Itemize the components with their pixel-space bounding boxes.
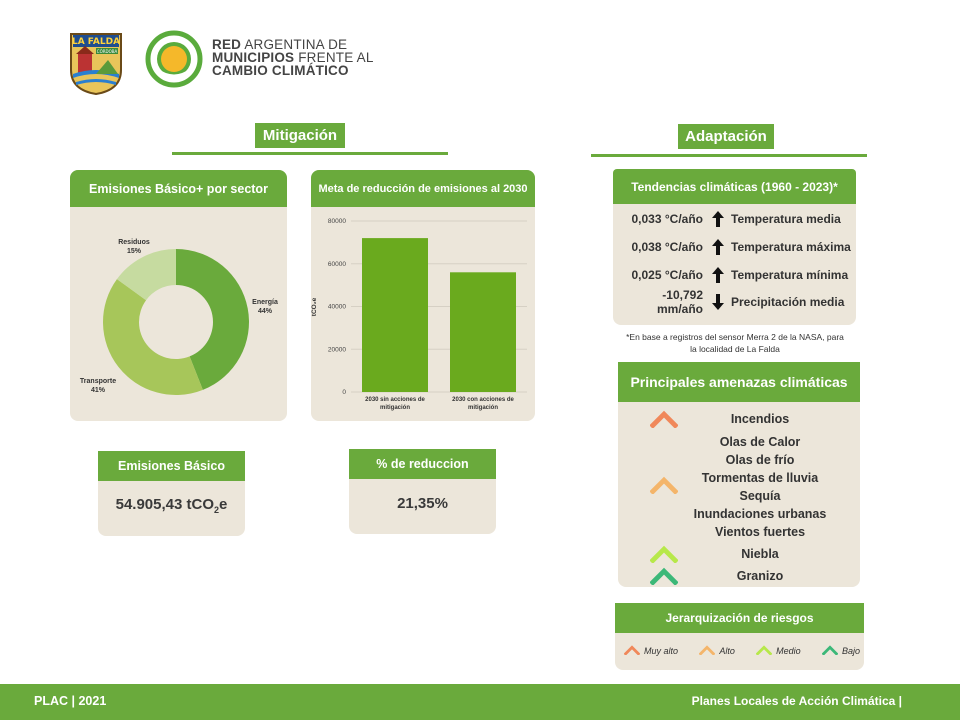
climate-threats-title: Principales amenazas climáticas [618,362,860,402]
risk-legend-item: Alto [698,645,735,657]
arrow-up-icon [709,267,727,283]
donut-slice-transporte [102,279,203,395]
risk-chevron-icon [649,476,679,499]
risk-chevron-icon [698,645,716,657]
trend-value: 0,038 °C/año [631,240,704,254]
donut-slice-residuos [116,249,176,301]
threat-item: Olas de Calor [719,435,801,449]
trend-row: 0,025 °C/año Temperatura mínima [613,265,856,285]
y-tick-label: 20000 [328,346,346,353]
donut-pct-residuos: 15% [127,248,142,255]
risk-chevron-icon [821,645,839,657]
risk-chevron-icon [755,645,773,657]
x-tick-label: 2030 sin acciones de [365,397,425,403]
threat-item: Inundaciones urbanas [693,507,827,521]
sector-emissions-title: Emisiones Básico+ por sector [70,170,287,207]
risk-chevron-icon [649,567,679,590]
risk-ranking-title: Jerarquización de riesgos [615,603,864,633]
trend-value: 0,033 °C/año [631,212,704,226]
donut-slice-energía [176,249,250,390]
footer-left-text: PLAC | 2021 [34,694,107,708]
threat-item: Incendios [730,412,790,426]
donut-pct-energía: 44% [258,308,273,315]
threat-item: Granizo [736,569,784,583]
x-tick-label: mitigación [468,405,498,411]
y-tick-label: 40000 [328,304,346,311]
donut-label-transporte: Transporte [80,378,116,385]
risk-legend-item: Muy alto [623,645,679,657]
trend-name: Temperatura media [731,212,841,226]
threat-item: Olas de frío [725,453,795,467]
risk-legend-label: Medio [776,646,801,657]
reduction-percent-value: 21,35% [397,495,448,512]
trend-row: 0,033 °C/año Temperatura media [613,209,856,229]
trend-row: -10,792 mm/año Precipitación media [613,288,856,316]
risk-chevron-icon [649,410,679,433]
trends-footnote: *En base a registros del sensor Merra 2 … [626,332,844,354]
y-tick-label: 0 [342,389,346,396]
footer-right-text: Planes Locales de Acción Climática | [691,694,902,708]
la-falda-logo: LA FALDA CÓRDOBA [68,30,124,96]
risk-chevron-icon [649,545,679,568]
footer-bar [0,684,960,720]
risk-legend-label: Alto [719,646,735,657]
sector-donut-chart: Energía 44% Transporte 41% Residuos 15% [80,239,278,395]
risk-chevron-icon [623,645,641,657]
trend-value: -10,792 mm/año [656,288,703,316]
mitigation-title: Mitigación [255,123,345,148]
reduction-percent-title: % de reduccion [349,449,496,479]
donut-label-residuos: Residuos [118,239,150,246]
arrow-down-icon [709,294,727,310]
risk-legend-item: Medio [755,645,801,657]
svg-text:LA FALDA: LA FALDA [72,37,120,47]
trend-value: 0,025 °C/año [631,268,704,282]
threat-item: Vientos fuertes [714,525,806,539]
risk-legend-item: Bajo [821,645,860,657]
donut-pct-transporte: 41% [91,387,106,394]
svg-text:CÓRDOBA: CÓRDOBA [97,49,118,54]
basic-emissions-title: Emisiones Básico [98,451,245,481]
rammcc-logo [145,30,203,88]
y-tick-label: 80000 [328,218,346,225]
y-tick-label: 60000 [328,261,346,268]
x-tick-label: mitigación [380,405,410,411]
trend-name: Precipitación media [731,295,845,309]
basic-emissions-value: 54.905,43 tCO2e [115,496,228,515]
climate-trends-title: Tendencias climáticas (1960 - 2023)* [613,169,856,204]
risk-legend-label: Bajo [841,646,860,657]
risk-legend: Muy alto Alto Medio Bajo [623,645,860,657]
threat-item: Tormentas de lluvia [701,471,819,485]
mitigation-rule [172,152,448,155]
adaptation-rule [591,154,867,157]
risk-legend-label: Muy alto [644,646,679,657]
reduction-bar-chart: 0 20000 40000 60000 80000 tCO₂e 2030 sin accio… [311,218,527,411]
adaptation-title: Adaptación [678,124,774,149]
reduction-goal-title: Meta de reducción de emisiones al 2030 [311,170,535,207]
bar-2 [450,272,516,392]
threat-item: Sequía [739,489,781,503]
donut-label-energía: Energía [252,299,278,306]
x-tick-label: 2030 con acciones de [452,397,514,403]
network-brand-text: RED ARGENTINA DE MUNICIPIOS FRENTE AL CA… [212,37,374,78]
trend-name: Temperatura mínima [731,268,849,282]
trend-name: Temperatura máxima [731,240,851,254]
arrow-up-icon [709,211,727,227]
threat-item: Niebla [741,547,779,561]
bar-1 [362,238,428,392]
arrow-up-icon [709,239,727,255]
trend-row: 0,038 °C/año Temperatura máxima [613,237,856,257]
y-axis-label: tCO₂e [311,297,318,316]
